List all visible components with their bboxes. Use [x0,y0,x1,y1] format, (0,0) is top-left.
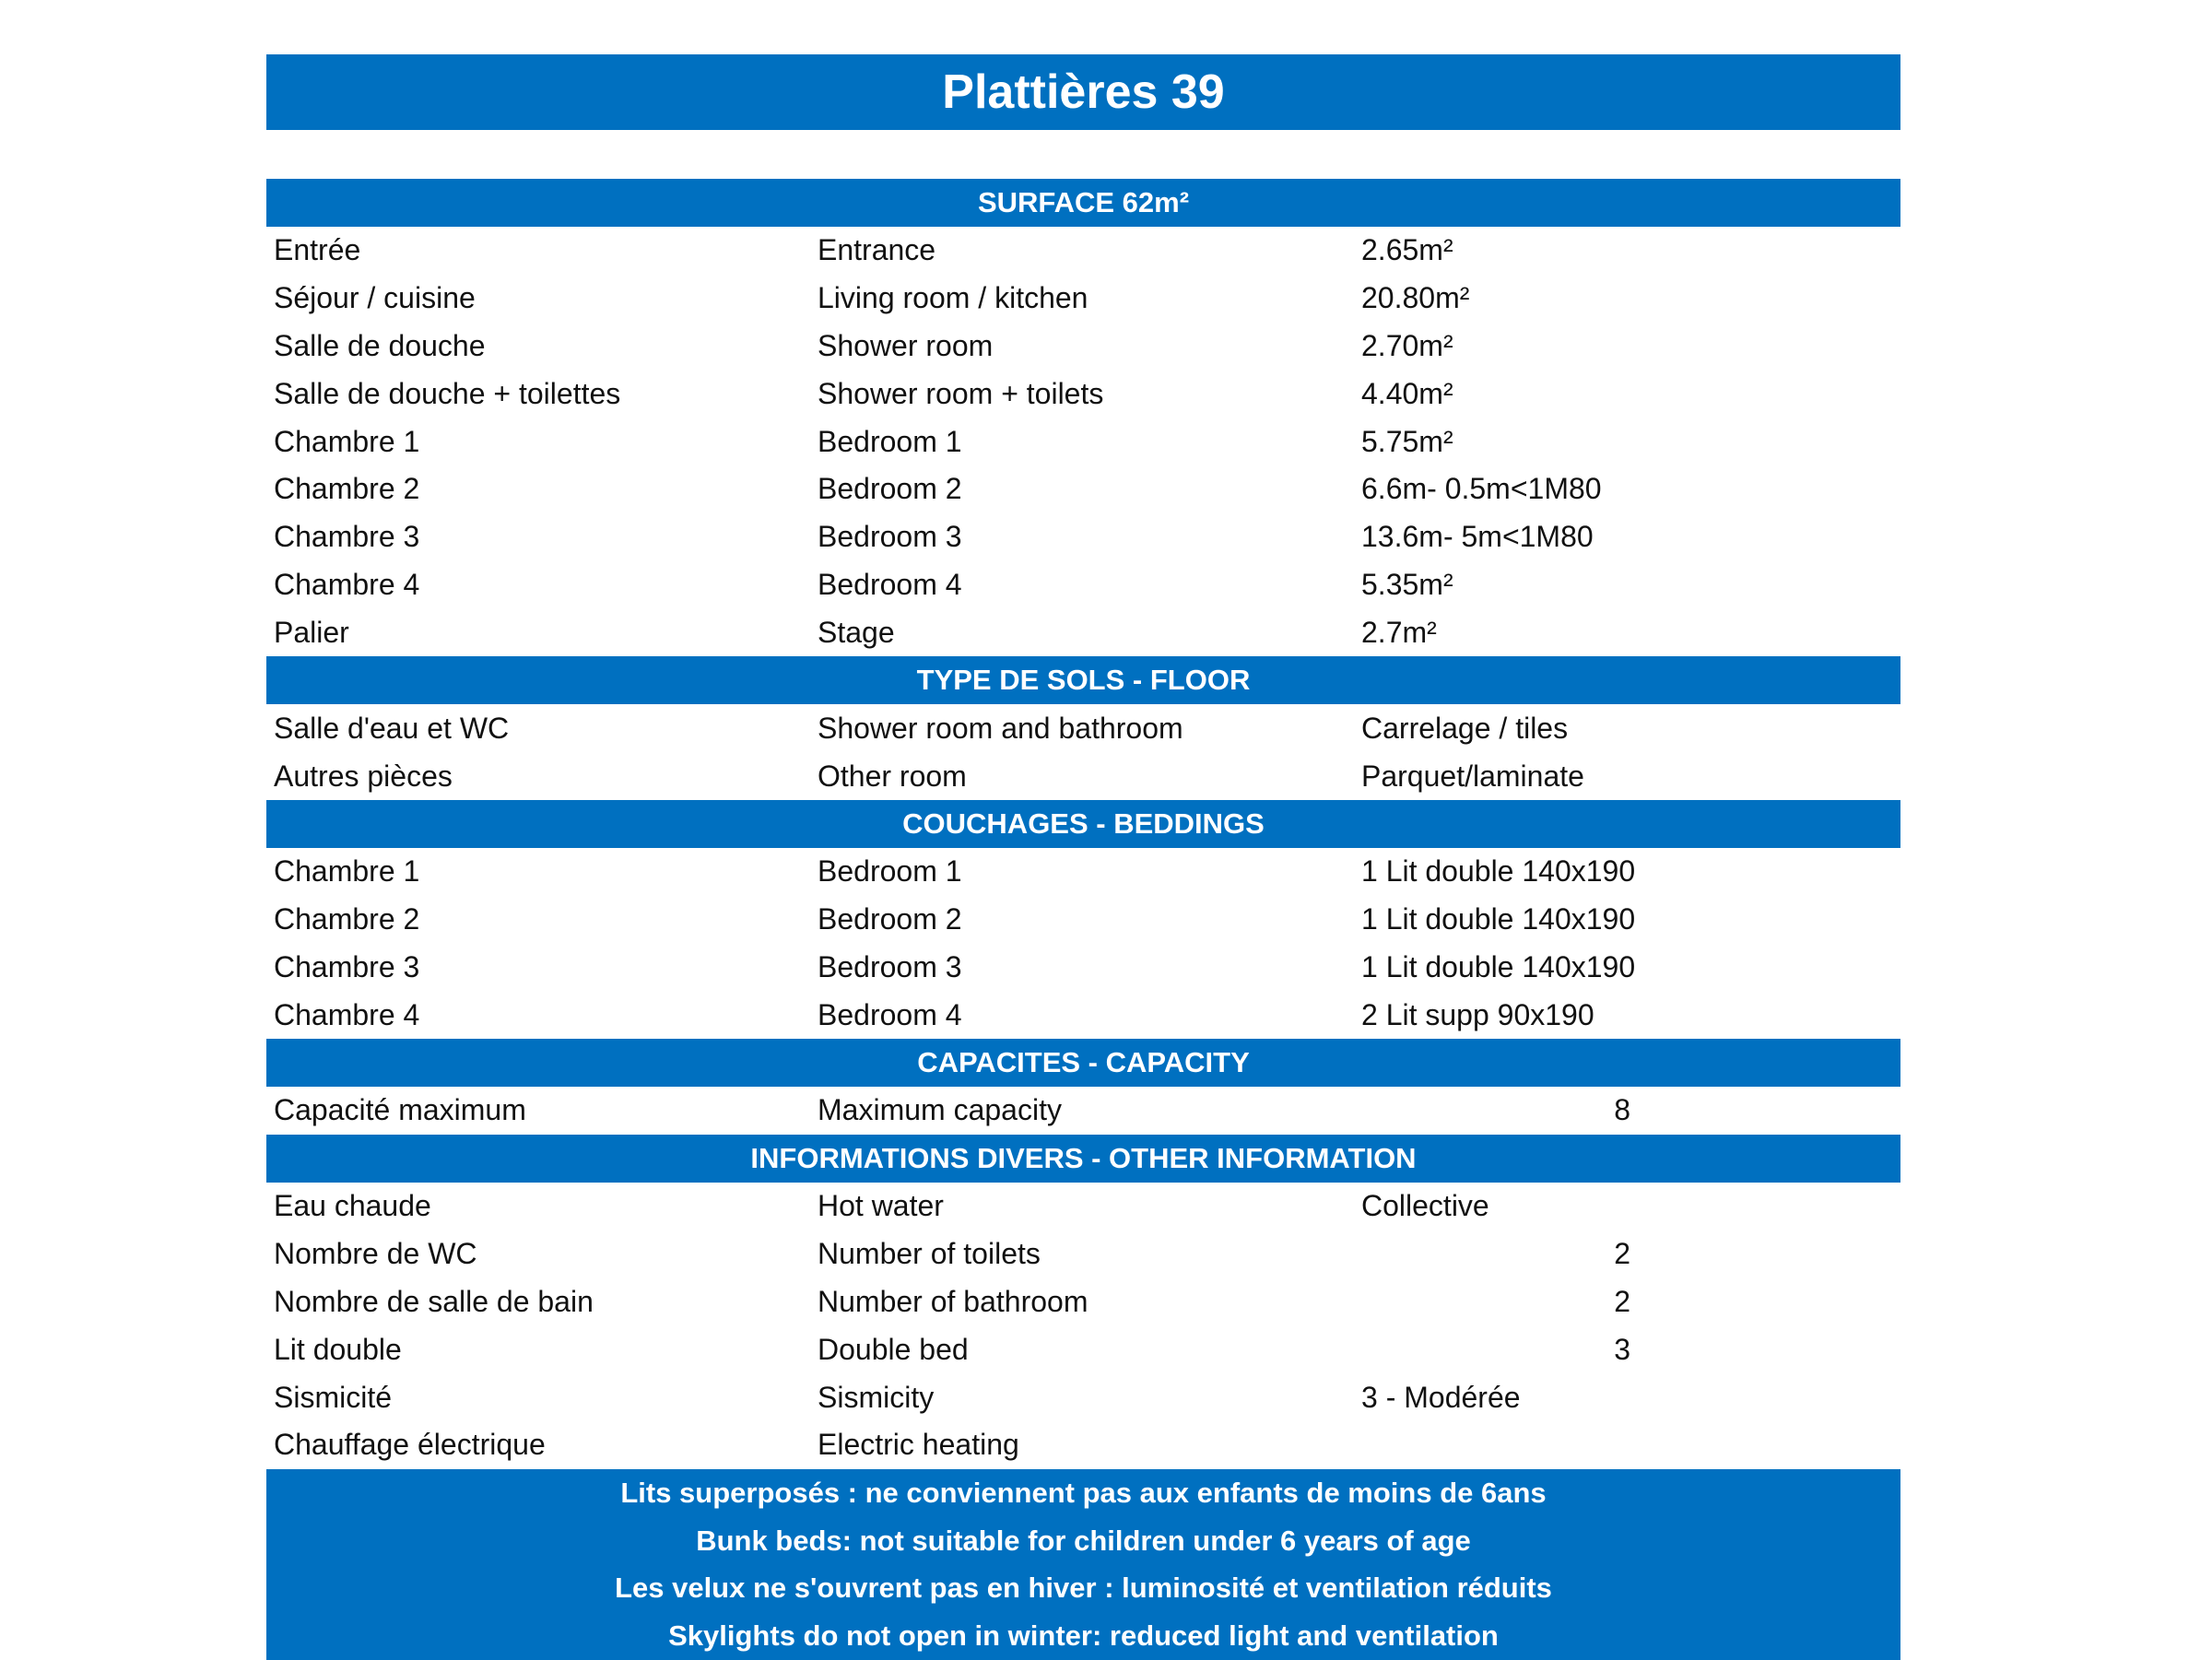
value-number: 2 [1614,1236,1630,1270]
french-label: Entrée [274,233,361,267]
value: Carrelage / tiles [1361,711,1569,745]
table-row: Nombre de salle de bain Number of bathroo… [266,1277,1900,1325]
english-label: Bedroom 4 [818,568,962,602]
table-row: Chambre 2 Bedroom 2 1 Lit double 140x190 [266,896,1900,944]
french-label: Lit double [274,1332,402,1366]
table-row: Chauffage électrique Electric heating [266,1421,1900,1469]
french-label: Chambre 3 [274,520,420,554]
english-label: Entrance [818,233,936,267]
table-row: Nombre de WC Number of toilets 2 [266,1230,1900,1278]
french-label: Chambre 2 [274,472,420,506]
french-label: Salle d'eau et WC [274,711,510,745]
table-row: Salle d'eau et WC Shower room and bathroo… [266,704,1900,752]
value: 2.70m² [1361,328,1453,362]
value: 6.6m- 0.5m<1M80 [1361,472,1602,506]
value: 2.65m² [1361,233,1453,267]
table-row: Capacité maximum Maximum capacity 8 [266,1087,1900,1135]
table-row: Chambre 1 Bedroom 1 1 Lit double 140x190 [266,848,1900,896]
value-number: 2 [1614,1284,1630,1318]
table-row: Entrée Entrance 2.65m² [266,227,1900,275]
french-label: Chambre 3 [274,949,420,983]
section-header: COUCHAGES - BEDDINGS [266,799,1900,848]
french-label: Salle de douche [274,328,486,362]
english-label: Shower room and bathroom [818,711,1183,745]
english-label: Other room [818,759,967,793]
french-label: Chauffage électrique [274,1428,546,1462]
english-label: Electric heating [818,1428,1019,1462]
value: 5.35m² [1361,568,1453,602]
french-label: Nombre de WC [274,1236,477,1270]
english-label: Sismicity [818,1380,935,1414]
value: 1 Lit double 140x190 [1361,902,1636,936]
french-label: Eau chaude [274,1189,431,1223]
value: 2 Lit supp 90x190 [1361,997,1594,1031]
table-row: Chambre 2 Bedroom 2 6.6m- 0.5m<1M80 [266,465,1900,513]
english-label: Bedroom 4 [818,997,962,1031]
table-row: Palier Stage 2.7m² [266,609,1900,657]
table-row: Lit double Double bed 3 [266,1325,1900,1373]
english-label: Living room / kitchen [818,281,1088,315]
value: 5.75m² [1361,424,1453,458]
french-label: Salle de douche + toilettes [274,376,621,410]
french-label: Chambre 1 [274,424,420,458]
table-row: Chambre 4 Bedroom 4 2 Lit supp 90x190 [266,991,1900,1039]
english-label: Number of bathroom [818,1284,1088,1318]
english-label: Stage [818,616,895,650]
english-label: Bedroom 2 [818,472,962,506]
value: 4.40m² [1361,376,1453,410]
french-label: Chambre 4 [274,568,420,602]
english-label: Bedroom 3 [818,520,962,554]
english-label: Bedroom 1 [818,854,962,889]
english-label: Shower room [818,328,994,362]
section-header: CAPACITES - CAPACITY [266,1039,1900,1088]
section-header: TYPE DE SOLS - FLOOR [266,656,1900,705]
table-row: Chambre 3 Bedroom 3 13.6m- 5m<1M80 [266,513,1900,561]
table-row: Salle de douche Shower room 2.70m² [266,323,1900,371]
english-label: Bedroom 2 [818,902,962,936]
english-label: Double bed [818,1332,969,1366]
note-line: Skylights do not open in winter: reduced… [668,1619,1499,1653]
value: 13.6m- 5m<1M80 [1361,520,1594,554]
table-row: Salle de douche + toilettes Shower room +… [266,370,1900,418]
table-row: Autres pièces Other room Parquet/laminate [266,752,1900,800]
french-label: Capacité maximum [274,1093,526,1127]
french-label: Chambre 1 [274,854,420,889]
value: 1 Lit double 140x190 [1361,854,1636,889]
english-label: Bedroom 1 [818,424,962,458]
table-row: Chambre 3 Bedroom 3 1 Lit double 140x190 [266,944,1900,992]
french-label: Sismicité [274,1380,393,1414]
note-line: Bunk beds: not suitable for children und… [696,1524,1471,1557]
table-row: Eau chaude Hot water Collective [266,1183,1900,1230]
value-number: 3 [1614,1332,1630,1366]
table-row: Séjour / cuisine Living room / kitchen 20.… [266,275,1900,323]
french-label: Autres pièces [274,759,453,793]
english-label: Shower room + toilets [818,376,1104,410]
value: 20.80m² [1361,281,1470,315]
french-label: Nombre de salle de bain [274,1284,594,1318]
notes-footer: Lits superposés : ne conviennent pas aux… [266,1468,1900,1660]
section-header: SURFACE 62m² [266,179,1900,227]
english-label: Number of toilets [818,1236,1041,1270]
french-label: Palier [274,616,349,650]
french-label: Chambre 4 [274,997,420,1031]
french-label: Chambre 2 [274,902,420,936]
value: Collective [1361,1189,1489,1223]
value: Parquet/laminate [1361,759,1584,793]
section-header: INFORMATIONS DIVERS - OTHER INFORMATION [266,1134,1900,1183]
english-label: Bedroom 3 [818,949,962,983]
value: 1 Lit double 140x190 [1361,949,1636,983]
french-label: Séjour / cuisine [274,281,476,315]
table-row: Chambre 1 Bedroom 1 5.75m² [266,418,1900,465]
table-row: Chambre 4 Bedroom 4 5.35m² [266,561,1900,609]
property-sheet: SURFACE 62m² Entrée Entrance 2.65m² Séjour /… [266,179,1900,1660]
english-label: Maximum capacity [818,1093,1062,1127]
value: 3 - Modérée [1361,1380,1521,1414]
note-line: Les velux ne s'ouvrent pas en hiver : lu… [615,1572,1552,1605]
note-line: Lits superposés : ne conviennent pas aux… [620,1476,1547,1509]
page-title: Plattières 39 [266,54,1900,130]
english-label: Hot water [818,1189,944,1223]
value-number: 8 [1614,1093,1630,1127]
value: 2.7m² [1361,616,1437,650]
table-row: Sismicité Sismicity 3 - Modérée [266,1373,1900,1421]
